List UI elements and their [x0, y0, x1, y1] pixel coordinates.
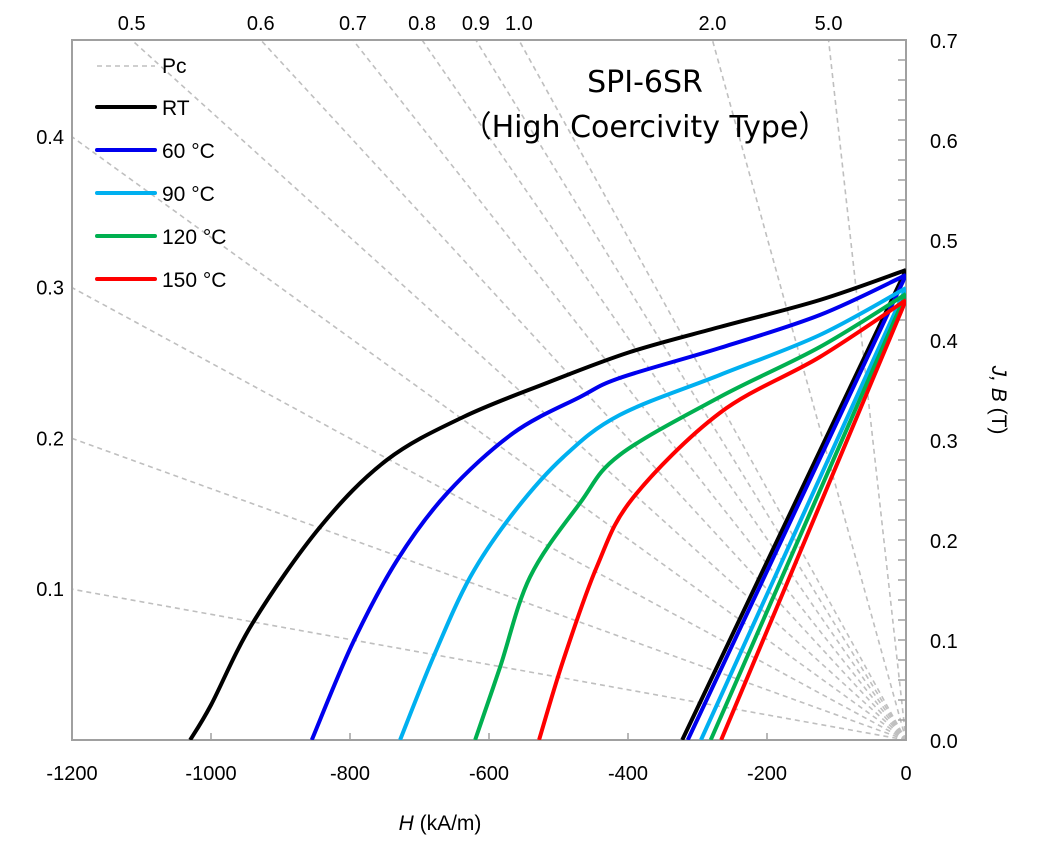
legend: Pc RT 60 °C 90 °C 120 °C 150 °C	[95, 55, 226, 292]
x-tick-label: -200	[747, 763, 787, 785]
pc-label: 0.8	[408, 13, 436, 35]
pc-line	[421, 40, 906, 740]
pc-label: 0.4	[36, 127, 64, 149]
legend-label: RT	[162, 97, 190, 120]
legend-label: 150 °C	[162, 269, 226, 292]
pc-line	[72, 286, 906, 740]
y-tick-label: 0.3	[930, 431, 958, 453]
j-curve	[473, 292, 906, 740]
legend-label: 90 °C	[162, 183, 215, 206]
j-curve	[398, 286, 906, 740]
pc-labels: 0.1 0.2 0.3 0.4 0.5 0.6 0.7 0.8 0.9 1.0 2.0 5.0	[36, 13, 842, 601]
pc-line	[72, 136, 906, 740]
pc-line	[711, 40, 906, 740]
pc-label: 2.0	[699, 13, 727, 35]
pc-label: 0.2	[36, 428, 64, 450]
x-tick-label: -800	[330, 763, 370, 785]
b-line	[708, 293, 906, 740]
b-line	[680, 269, 906, 740]
x-tick-label: -1200	[46, 763, 97, 785]
y-axis-label-symbol: J, B	[987, 365, 1010, 402]
j-curve	[309, 273, 906, 740]
pc-label: 0.7	[339, 13, 367, 35]
legend-label: 120 °C	[162, 226, 226, 249]
x-tick-label: 0	[900, 763, 911, 785]
pc-line	[131, 40, 906, 740]
pc-line	[352, 40, 906, 740]
y-tick-label: 0.0	[930, 731, 958, 753]
x-axis-label-symbol: H	[399, 812, 415, 835]
b-line	[719, 299, 906, 740]
pc-lines	[72, 40, 906, 740]
pc-label: 1.0	[505, 13, 533, 35]
x-tick-label: -400	[608, 763, 648, 785]
pc-label: 0.9	[462, 13, 490, 35]
y-axis-label-unit: (T)	[987, 402, 1010, 435]
y-tick-label: 0.6	[930, 131, 958, 153]
x-axis-label: H (kA/m)	[399, 812, 482, 835]
chart-title-line1: SPI-6SR	[587, 65, 703, 100]
pc-line	[72, 437, 906, 740]
legend-label-pc: Pc	[162, 55, 187, 78]
legend-label: 60 °C	[162, 140, 215, 163]
pc-line	[475, 40, 906, 740]
y-axis-label: J, B (T)	[987, 365, 1010, 435]
j-curve	[537, 298, 906, 740]
b-line	[685, 274, 906, 740]
x-tick-label: -600	[469, 763, 509, 785]
y-tick-label: 0.2	[930, 531, 958, 553]
x-axis-label-unit: (kA/m)	[414, 812, 482, 835]
y-tick-label: 0.4	[930, 331, 958, 353]
pc-label: 0.1	[36, 579, 64, 601]
pc-label: 0.6	[247, 13, 275, 35]
pc-label: 5.0	[815, 13, 843, 35]
pc-label: 0.5	[118, 13, 146, 35]
pc-line	[518, 40, 906, 740]
pc-label: 0.3	[36, 278, 64, 300]
pc-line	[260, 40, 906, 740]
y-tick-label: 0.7	[930, 31, 958, 53]
axes: -1200 -1000 -800 -600 -400 -200 0 0.0 0.1 0.2 0.3 0…	[46, 31, 957, 785]
y-tick-label: 0.5	[930, 231, 958, 253]
j-curve	[188, 268, 906, 740]
pc-line	[72, 588, 906, 740]
b-line	[699, 287, 906, 740]
y-tick-label: 0.1	[930, 631, 958, 653]
series-curves	[188, 268, 906, 740]
x-tick-label: -1000	[185, 763, 236, 785]
chart-title-line2: （High Coercivity Type）	[462, 110, 829, 145]
